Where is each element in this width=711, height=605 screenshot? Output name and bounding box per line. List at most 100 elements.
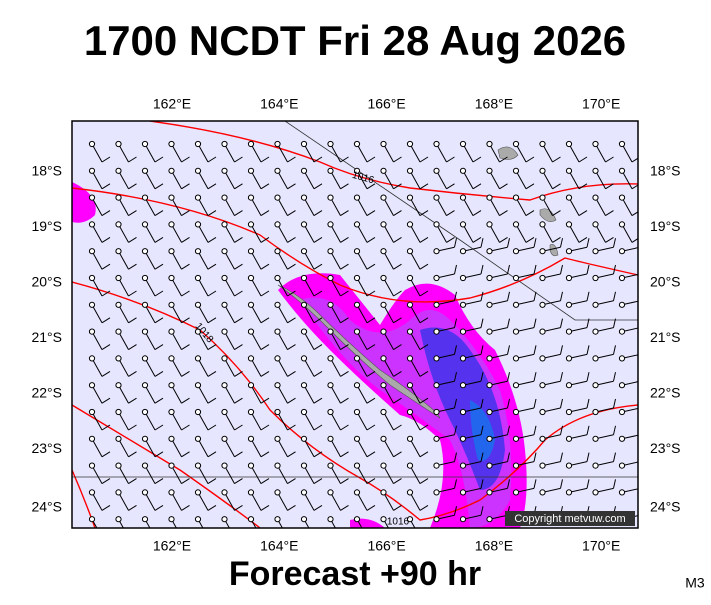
- wind-barb: [88, 489, 111, 511]
- barb-station: [406, 274, 414, 282]
- barb-station: [300, 274, 308, 282]
- barb-staff: [144, 492, 156, 511]
- barb-flag: [613, 318, 616, 328]
- barb-station: [459, 462, 467, 469]
- barb-staff: [649, 354, 667, 358]
- barb-flag: [366, 183, 376, 190]
- wind-barb: [592, 345, 616, 362]
- barb-flag: [667, 426, 669, 435]
- barb-station: [115, 248, 122, 255]
- barb-staff: [330, 277, 341, 297]
- wind-barb: [486, 345, 510, 362]
- barb-flag: [393, 156, 402, 163]
- wind-barb: [565, 425, 590, 442]
- wind-barb: [486, 221, 508, 243]
- barb-flag: [181, 344, 190, 351]
- barb-flag: [128, 478, 137, 485]
- barb-flag: [340, 183, 349, 190]
- wind-barb: [433, 167, 455, 190]
- barb-staff: [383, 465, 394, 484]
- wind-barb: [592, 140, 614, 163]
- barb-flag: [560, 318, 563, 328]
- barb-flag: [234, 236, 243, 243]
- barb-station: [247, 408, 255, 416]
- barb-flag: [394, 532, 402, 537]
- barb-station: [512, 167, 520, 174]
- barb-station: [459, 408, 467, 416]
- barb-station: [512, 408, 520, 416]
- barb-station: [141, 328, 149, 335]
- wind-barb: [115, 301, 137, 324]
- barb-station: [88, 489, 96, 496]
- barb-staff: [118, 411, 129, 431]
- barb-flag: [287, 370, 296, 377]
- barb-staff: [383, 277, 394, 297]
- barb-flag: [667, 345, 669, 354]
- barb-staff: [171, 304, 182, 324]
- barb-staff: [171, 250, 182, 270]
- barb-staff: [197, 277, 209, 297]
- barb-station: [565, 301, 573, 308]
- wind-barb: [247, 301, 270, 324]
- barb-station: [194, 248, 202, 255]
- barb-station: [247, 435, 255, 442]
- barb-flag: [499, 236, 508, 243]
- barb-flag: [480, 345, 484, 355]
- wind-barb: [433, 140, 455, 163]
- wind-barb: [486, 452, 510, 469]
- barb-flag: [128, 370, 137, 377]
- barb-flag: [640, 479, 642, 488]
- barb-staff: [91, 331, 103, 350]
- barb-station: [274, 328, 281, 335]
- wind-barb: [433, 345, 457, 362]
- wind-barb: [646, 238, 669, 254]
- wind-barb: [406, 355, 429, 377]
- barb-flag: [234, 397, 243, 404]
- barb-flag: [613, 291, 616, 301]
- barb-flag: [419, 344, 429, 351]
- barb-station: [194, 408, 202, 416]
- wind-barb: [406, 435, 429, 458]
- barb-station: [592, 435, 599, 442]
- barb-station: [353, 167, 361, 174]
- barb-staff: [224, 170, 235, 190]
- barb-flag: [207, 451, 217, 458]
- barb-station: [486, 489, 493, 496]
- barb-staff: [356, 143, 368, 163]
- barb-station: [539, 355, 546, 362]
- wind-barb: [194, 355, 217, 377]
- wind-barb: [565, 452, 590, 469]
- lat-label: 18°S: [31, 163, 62, 179]
- isobar: [72, 404, 261, 528]
- wind-barb: [247, 408, 270, 431]
- barb-flag: [287, 397, 296, 404]
- wind-barb: [353, 516, 363, 528]
- barb-flag: [507, 398, 510, 409]
- barb-staff: [330, 143, 341, 163]
- barb-staff: [462, 224, 474, 243]
- wind-barb: [406, 516, 416, 528]
- barb-station: [115, 301, 122, 308]
- wind-barb: [459, 291, 484, 308]
- barb-station: [565, 328, 573, 335]
- wind-barb: [380, 194, 402, 217]
- wind-barb: [141, 194, 164, 217]
- wind-barb: [565, 221, 588, 243]
- wind-barb: [168, 167, 190, 190]
- lon-label: 166°E: [367, 538, 405, 554]
- barb-station: [194, 435, 202, 442]
- barb-flag: [446, 156, 455, 163]
- barb-flag: [480, 506, 484, 516]
- barb-flag: [234, 263, 243, 270]
- barb-staff: [568, 224, 580, 243]
- wind-barb: [247, 167, 270, 190]
- barb-flag: [207, 210, 217, 217]
- barb-staff: [250, 518, 257, 528]
- wind-barb: [168, 516, 177, 528]
- barb-staff: [250, 170, 262, 190]
- barb-flag: [393, 236, 402, 243]
- barb-station: [194, 140, 202, 148]
- wind-barb: [300, 221, 323, 243]
- isobar: [72, 469, 96, 528]
- wind-barb: [115, 140, 137, 163]
